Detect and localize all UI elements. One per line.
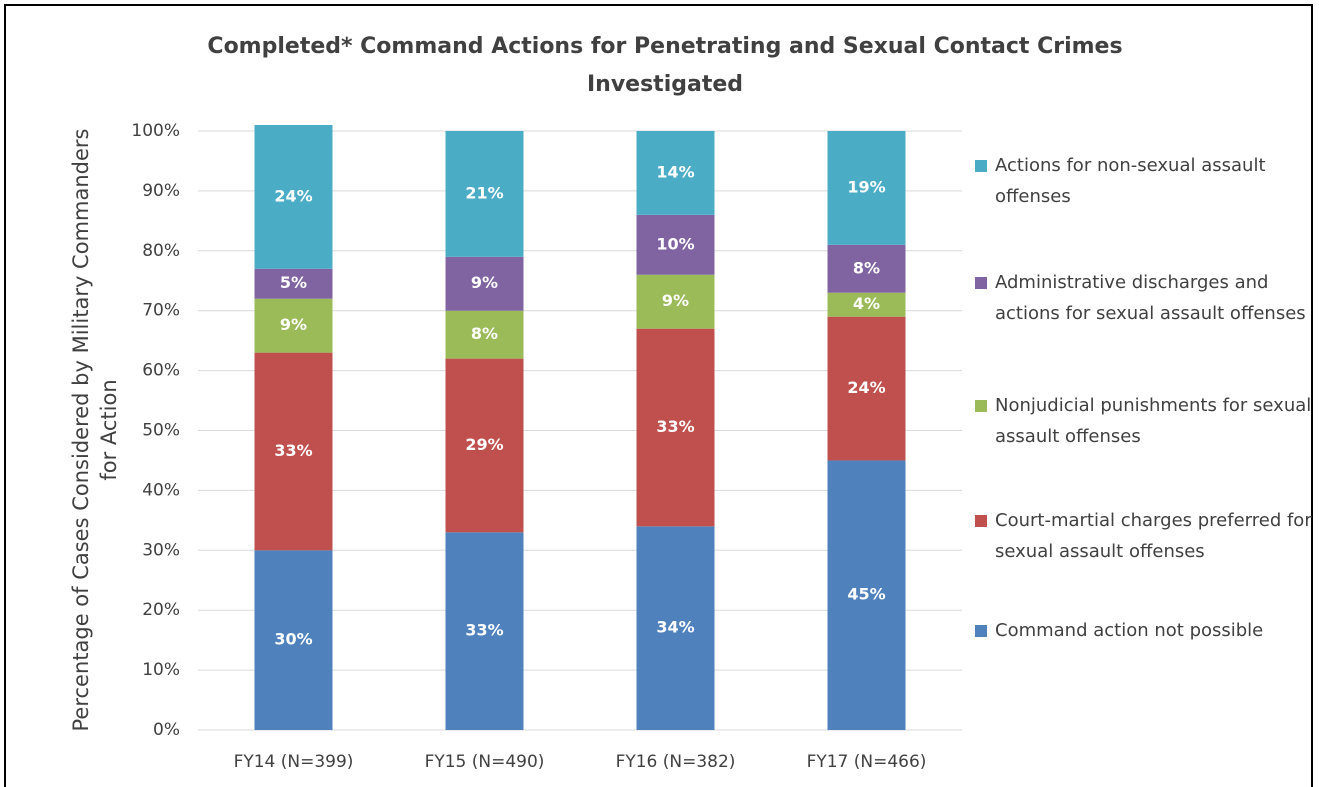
data-label: 4% bbox=[853, 294, 880, 313]
legend-item: Nonjudicial punishments for sexual assau… bbox=[975, 390, 1319, 452]
legend-swatch bbox=[975, 277, 987, 289]
bar-segment bbox=[254, 298, 333, 353]
data-label: 19% bbox=[847, 177, 885, 196]
bar-segment bbox=[827, 244, 906, 293]
bar-segment bbox=[636, 526, 715, 730]
legend-item: Command action not possible bbox=[975, 615, 1319, 646]
y-tick-label: 60% bbox=[142, 361, 180, 381]
data-label: 33% bbox=[656, 417, 694, 436]
legend-swatch bbox=[975, 400, 987, 412]
bar-segment bbox=[445, 310, 524, 359]
y-tick-label: 30% bbox=[142, 540, 180, 560]
bar-segment bbox=[254, 268, 333, 299]
bar-segment bbox=[636, 328, 715, 527]
data-label: 45% bbox=[847, 585, 885, 604]
bar-segment bbox=[827, 292, 906, 317]
bar-segment bbox=[254, 550, 333, 730]
y-axis-label: Percentage of Cases Considered by Milita… bbox=[69, 128, 121, 732]
data-label: 9% bbox=[662, 291, 689, 310]
bar-segment bbox=[636, 131, 715, 215]
bar-segment bbox=[827, 131, 906, 245]
legend-label: Actions for non-sexual assault offenses bbox=[995, 155, 1266, 207]
y-tick-label: 100% bbox=[131, 121, 180, 141]
bar-segment bbox=[445, 131, 524, 257]
data-label: 14% bbox=[656, 162, 694, 181]
bar-segment bbox=[254, 125, 333, 269]
data-label: 29% bbox=[465, 435, 503, 454]
legend-swatch bbox=[975, 515, 987, 527]
data-label: 33% bbox=[465, 621, 503, 640]
data-label: 5% bbox=[280, 273, 307, 292]
chart-title: Completed* Command Actions for Penetrati… bbox=[207, 34, 1123, 97]
y-tick-label: 10% bbox=[142, 660, 180, 680]
legend-item: Court-martial charges preferred for sexu… bbox=[975, 505, 1319, 567]
y-tick-label: 80% bbox=[142, 241, 180, 261]
bar-segment bbox=[445, 358, 524, 533]
bar-segment bbox=[445, 532, 524, 730]
legend-label: Nonjudicial punishments for sexual assau… bbox=[995, 395, 1312, 447]
legend-label: Command action not possible bbox=[995, 620, 1264, 641]
bar-segment bbox=[636, 214, 715, 275]
data-label: 21% bbox=[465, 183, 503, 202]
data-label: 8% bbox=[471, 324, 498, 343]
y-tick-label: 50% bbox=[142, 421, 180, 441]
x-tick-label: FY14 (N=399) bbox=[234, 752, 354, 772]
data-label: 24% bbox=[274, 186, 312, 205]
data-label: 30% bbox=[274, 630, 312, 649]
data-label: 8% bbox=[853, 258, 880, 277]
bar-segment bbox=[827, 316, 906, 461]
data-label: 33% bbox=[274, 441, 312, 460]
data-label: 9% bbox=[471, 273, 498, 292]
data-label: 24% bbox=[847, 378, 885, 397]
legend-item: Actions for non-sexual assault offenses bbox=[975, 150, 1319, 212]
y-tick-label: 40% bbox=[142, 480, 180, 500]
data-label: 10% bbox=[656, 234, 694, 253]
y-tick-label: 90% bbox=[142, 181, 180, 201]
legend-item: Administrative discharges and actions fo… bbox=[975, 267, 1319, 329]
bar-segment bbox=[827, 460, 906, 730]
bar-segment bbox=[445, 256, 524, 311]
legend-label: Administrative discharges and actions fo… bbox=[995, 272, 1306, 324]
x-tick-label: FY16 (N=382) bbox=[616, 752, 736, 772]
data-label: 9% bbox=[280, 315, 307, 334]
bar-segment bbox=[636, 274, 715, 329]
legend-swatch bbox=[975, 625, 987, 637]
legend-swatch bbox=[975, 160, 987, 172]
y-tick-label: 20% bbox=[142, 600, 180, 620]
bar-segment bbox=[254, 352, 333, 551]
legend-label: Court-martial charges preferred for sexu… bbox=[995, 510, 1312, 562]
x-tick-label: FY15 (N=490) bbox=[425, 752, 545, 772]
y-tick-label: 0% bbox=[153, 720, 180, 740]
data-label: 34% bbox=[656, 618, 694, 637]
frame bbox=[4, 4, 1313, 787]
y-tick-label: 70% bbox=[142, 301, 180, 321]
x-tick-label: FY17 (N=466) bbox=[807, 752, 927, 772]
